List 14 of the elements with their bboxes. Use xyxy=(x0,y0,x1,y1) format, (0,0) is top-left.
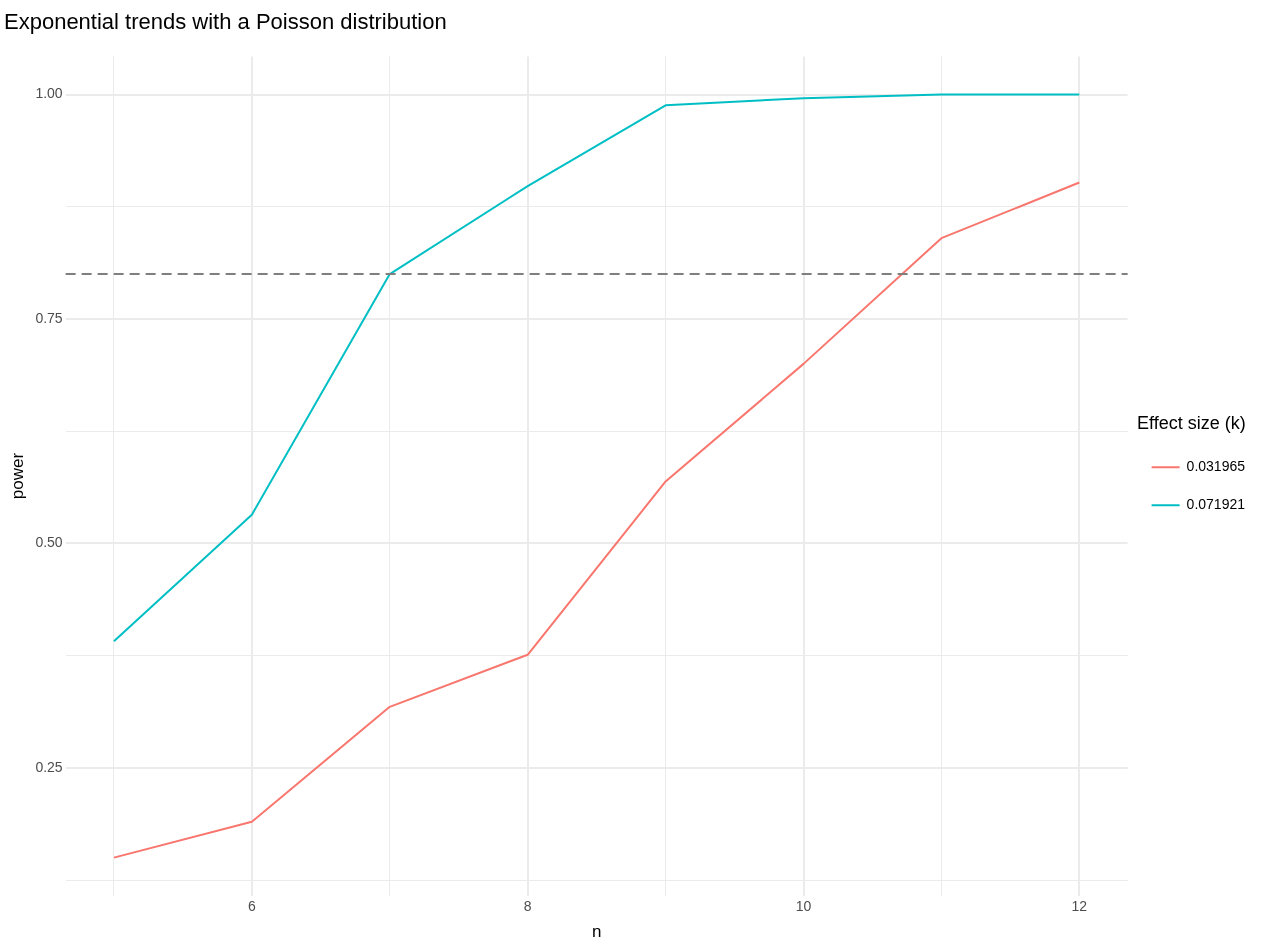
legend-label: 0.071921 xyxy=(1186,496,1246,513)
y-tick-label: 0.75 xyxy=(35,309,63,326)
legend-title: Effect size (k) xyxy=(1136,412,1246,433)
x-tick-label: 10 xyxy=(795,898,812,915)
x-tick-label: 6 xyxy=(247,898,256,915)
x-axis-title: n xyxy=(591,922,602,942)
y-tick-label: 0.50 xyxy=(35,534,63,551)
y-tick-label: 0.25 xyxy=(35,758,63,775)
y-axis-title: power xyxy=(7,452,27,500)
x-tick-label: 12 xyxy=(1071,898,1088,915)
chart-title: Exponential trends with a Poisson distribution xyxy=(4,9,447,35)
legend-label: 0.031965 xyxy=(1186,458,1246,475)
y-tick-label: 1.00 xyxy=(35,85,63,102)
x-tick-label: 8 xyxy=(523,898,532,915)
